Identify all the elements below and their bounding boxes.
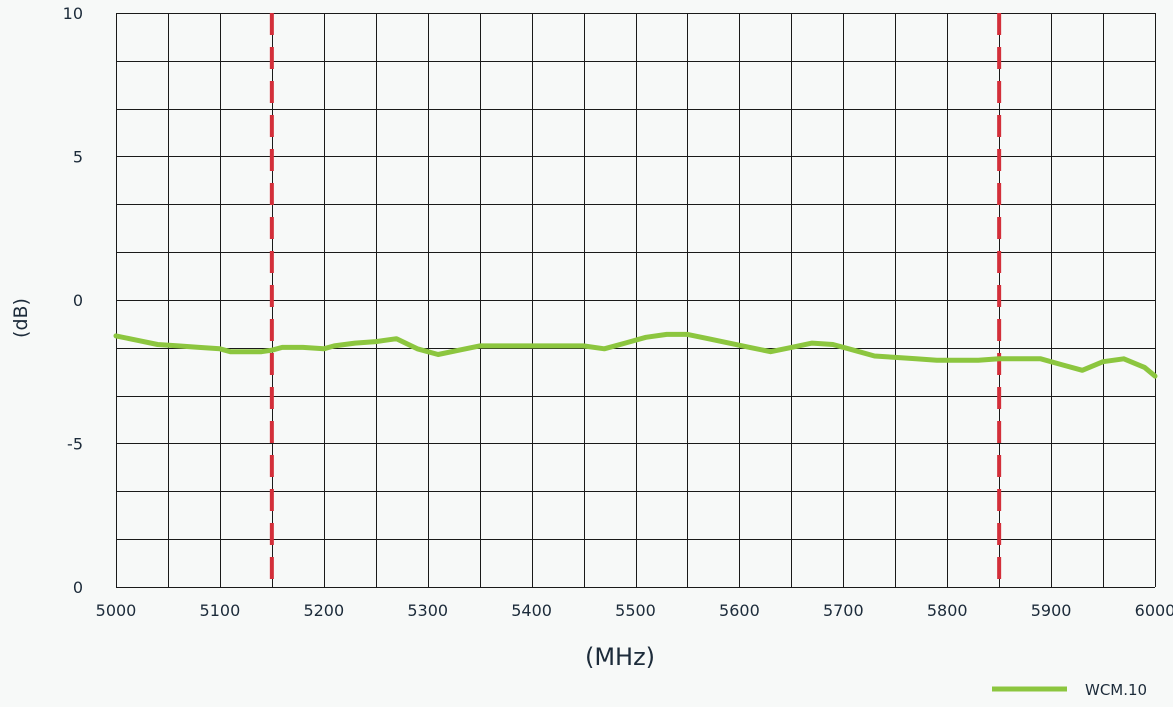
grid bbox=[116, 13, 1156, 588]
legend-label-wcm10: WCM.10 bbox=[1085, 681, 1147, 699]
y-tick-label: 10 bbox=[63, 4, 83, 23]
legend: WCM.10 bbox=[992, 681, 1147, 699]
series-line-wcm10 bbox=[113, 331, 1158, 379]
x-tick-label: 5100 bbox=[200, 601, 241, 620]
x-tick-label: 5000 bbox=[96, 601, 137, 620]
x-tick-label: 5700 bbox=[823, 601, 864, 620]
x-tick-label: 5500 bbox=[615, 601, 656, 620]
reference-lines bbox=[269, 13, 1002, 587]
y-axis-ticks: 10 5 0 -5 0 bbox=[63, 4, 83, 597]
x-axis-ticks: 5000 5100 5200 5300 5400 5500 5600 5700 5800 5900… bbox=[96, 601, 1173, 620]
x-tick-label: 5800 bbox=[927, 601, 968, 620]
y-axis-title: (dB) bbox=[10, 298, 32, 338]
y-tick-label: 5 bbox=[73, 148, 83, 167]
x-tick-label: 5600 bbox=[719, 601, 760, 620]
x-tick-label: 5300 bbox=[407, 601, 448, 620]
x-axis-title: (MHz) bbox=[585, 643, 655, 671]
series-group bbox=[113, 331, 1158, 379]
x-tick-label: 6000 bbox=[1135, 601, 1173, 620]
x-tick-label: 5200 bbox=[303, 601, 344, 620]
x-tick-label: 5400 bbox=[511, 601, 552, 620]
y-tick-label: -5 bbox=[67, 435, 83, 454]
x-tick-label: 5900 bbox=[1031, 601, 1072, 620]
y-tick-label: 0 bbox=[73, 578, 83, 597]
y-tick-label: 0 bbox=[73, 291, 83, 310]
